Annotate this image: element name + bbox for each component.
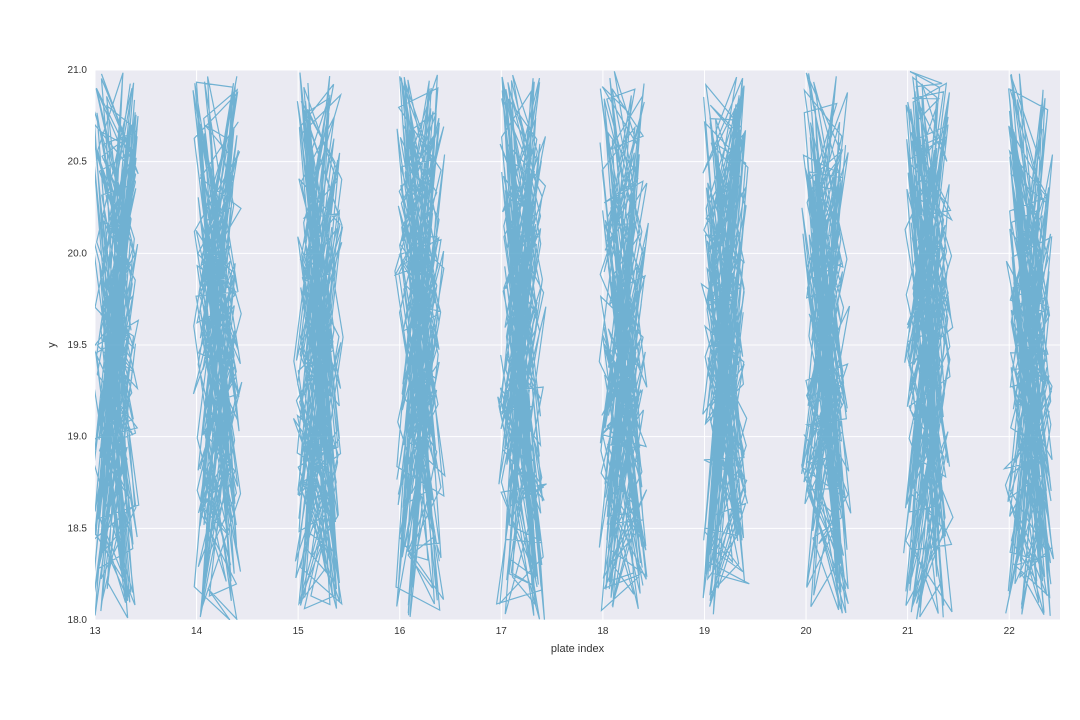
xtick-label: 19: [699, 626, 711, 637]
ytick-label: 18.0: [68, 615, 88, 626]
xtick-label: 22: [1004, 626, 1016, 637]
xtick-label: 14: [191, 626, 203, 637]
chart-svg: 13 14 15 16 17 18 19 20 21 22 18.0 18.5 19.0 19.5 20.0…: [0, 0, 1080, 720]
chart-container: 13 14 15 16 17 18 19 20 21 22 18.0 18.5 19.0 19.5 20.0…: [0, 0, 1080, 720]
xtick-label: 16: [394, 626, 406, 637]
ytick-label: 20.0: [68, 248, 88, 259]
ytick-label: 18.5: [68, 523, 88, 534]
x-axis-label: plate index: [551, 643, 605, 655]
ytick-label: 19.0: [68, 432, 88, 443]
xtick-label: 21: [902, 626, 914, 637]
ytick-label: 20.5: [68, 157, 88, 168]
xtick-label: 18: [597, 626, 609, 637]
xtick-label: 15: [293, 626, 305, 637]
y-axis-label: y: [46, 342, 58, 348]
xtick-label: 13: [89, 626, 101, 637]
xtick-label: 20: [800, 626, 812, 637]
xtick-label: 17: [496, 626, 508, 637]
ytick-label: 21.0: [68, 65, 88, 76]
ytick-label: 19.5: [68, 340, 88, 351]
